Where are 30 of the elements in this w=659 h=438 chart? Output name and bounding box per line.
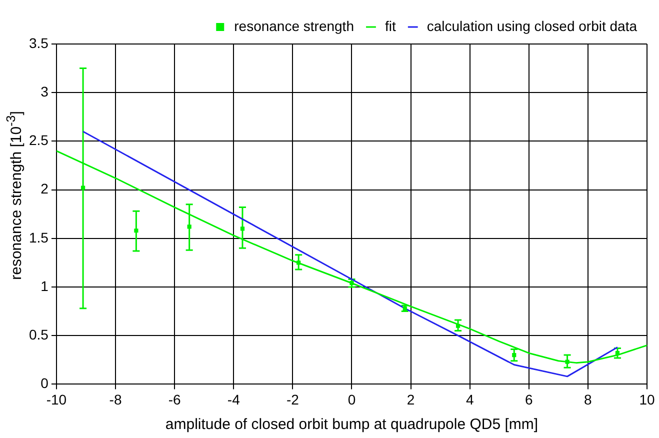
x-tick-label: 8 bbox=[584, 391, 592, 408]
x-tick-label: 0 bbox=[348, 391, 356, 408]
x-axis-title: amplitude of closed orbit bump at quadrupole QD5 [mm] bbox=[165, 416, 538, 434]
y-tick-label: 0 bbox=[40, 375, 49, 392]
legend-label: fit bbox=[384, 18, 396, 34]
point bbox=[80, 186, 86, 190]
x-tick-label: -4 bbox=[227, 391, 240, 408]
point bbox=[296, 260, 301, 265]
x-tick-label: 10 bbox=[639, 391, 655, 408]
x-tick-label: -6 bbox=[168, 391, 182, 408]
legend-label: calculation using closed orbit data bbox=[426, 18, 638, 34]
y-tick-label: 2.5 bbox=[28, 132, 49, 148]
y-tick-label: 3 bbox=[40, 83, 49, 100]
y-tick-label: 2 bbox=[40, 180, 49, 197]
point bbox=[134, 228, 138, 233]
legend-label: resonance strength bbox=[234, 18, 354, 34]
y-tick-label: 1.5 bbox=[28, 229, 49, 246]
x-tick-label: -10 bbox=[46, 391, 67, 408]
y-tick-label: 1 bbox=[40, 278, 49, 294]
point bbox=[350, 281, 354, 286]
x-tick-label: -8 bbox=[109, 391, 122, 408]
x-tick-label: 6 bbox=[524, 391, 533, 408]
point bbox=[565, 360, 570, 364]
y-tick-label: 3.5 bbox=[28, 34, 49, 51]
y-tick-label: 0.5 bbox=[28, 326, 49, 342]
x-tick-label: 4 bbox=[466, 391, 474, 408]
point bbox=[187, 224, 192, 229]
x-tick-label: -2 bbox=[286, 391, 300, 408]
x-tick-label: 2 bbox=[406, 391, 415, 408]
point bbox=[240, 226, 245, 231]
